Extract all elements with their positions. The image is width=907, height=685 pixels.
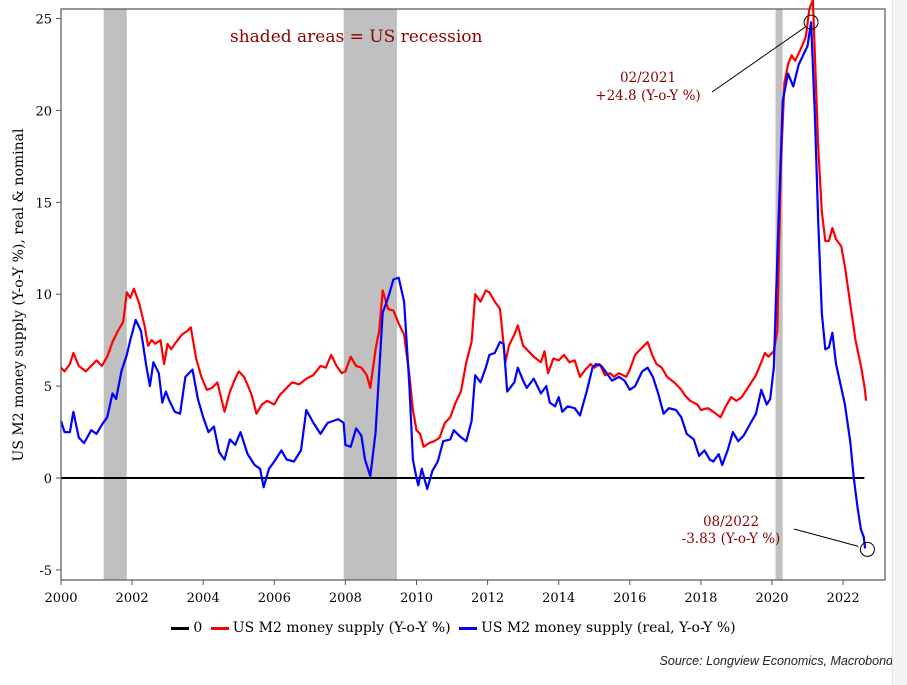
legend-item-nominal: US M2 money supply (Y-o-Y %) bbox=[210, 620, 451, 636]
x-tick-label: 2008 bbox=[329, 591, 362, 606]
annotation-peak-value: +24.8 (Y-o-Y %) bbox=[595, 88, 700, 104]
annotation-peak-marker bbox=[803, 14, 819, 30]
y-tick-label: 25 bbox=[35, 13, 52, 28]
legend-swatch-zero bbox=[171, 626, 190, 630]
y-tick-label: 10 bbox=[35, 288, 52, 303]
annotation-latest-date: 08/2022 bbox=[703, 514, 759, 530]
y-tick-label: 15 bbox=[35, 196, 52, 211]
annotation-latest: 08/2022 -3.83 (Y-o-Y %) bbox=[682, 514, 875, 557]
x-tick-label: 2002 bbox=[116, 591, 149, 606]
recession-band bbox=[103, 9, 127, 580]
x-tick-label: 2000 bbox=[44, 591, 77, 606]
legend: 0 US M2 money supply (Y-o-Y %) US M2 mon… bbox=[0, 620, 907, 636]
x-tick-label: 2014 bbox=[542, 591, 575, 606]
series-line-nominal bbox=[60, 0, 868, 448]
legend-swatch-nominal bbox=[210, 626, 229, 630]
legend-label-nominal: US M2 money supply (Y-o-Y %) bbox=[232, 620, 451, 636]
series-lines bbox=[59, 0, 868, 549]
source-note: Source: Longview Economics, Macrobond bbox=[659, 654, 893, 668]
x-tick-label: 2020 bbox=[755, 591, 788, 606]
annotation-latest-marker bbox=[859, 541, 875, 557]
legend-swatch-real bbox=[459, 626, 478, 630]
legend-label-zero: 0 bbox=[193, 620, 203, 636]
y-axis-label: US M2 money supply (Y-o-Y %), real & nom… bbox=[11, 128, 27, 461]
annotation-latest-value: -3.83 (Y-o-Y %) bbox=[682, 531, 781, 547]
legend-item-real: US M2 money supply (real, Y-o-Y %) bbox=[459, 620, 736, 636]
series-line-real bbox=[59, 21, 867, 549]
x-tick-label: 2004 bbox=[187, 591, 220, 606]
x-tick-label: 2022 bbox=[827, 591, 860, 606]
scrollbar[interactable] bbox=[892, 0, 907, 685]
legend-label-real: US M2 money supply (real, Y-o-Y %) bbox=[481, 620, 736, 636]
x-tick-label: 2012 bbox=[471, 591, 504, 606]
annotation-latest-leader bbox=[793, 528, 859, 547]
y-axis: -5 0 5 10 15 20 25 bbox=[35, 13, 61, 579]
y-tick-label: 0 bbox=[44, 472, 52, 487]
x-tick-label: 2016 bbox=[613, 591, 646, 606]
y-tick-label: -5 bbox=[39, 564, 52, 579]
annotation-peak-date: 02/2021 bbox=[620, 70, 676, 86]
annotation-peak-leader bbox=[711, 26, 806, 93]
y-tick-label: 20 bbox=[35, 104, 52, 119]
legend-item-zero: 0 bbox=[171, 620, 202, 636]
x-tick-label: 2018 bbox=[684, 591, 717, 606]
annotation-peak: 02/2021 +24.8 (Y-o-Y %) bbox=[595, 14, 819, 104]
x-tick-label: 2010 bbox=[400, 591, 433, 606]
y-tick-label: 5 bbox=[44, 380, 52, 395]
x-tick-label: 2006 bbox=[258, 591, 291, 606]
plot-frame bbox=[60, 8, 886, 581]
x-axis: 2000 2002 2004 2006 2008 2010 2012 2014 2016 2018… bbox=[44, 580, 860, 606]
recession-note: shaded areas = US recession bbox=[230, 27, 483, 47]
